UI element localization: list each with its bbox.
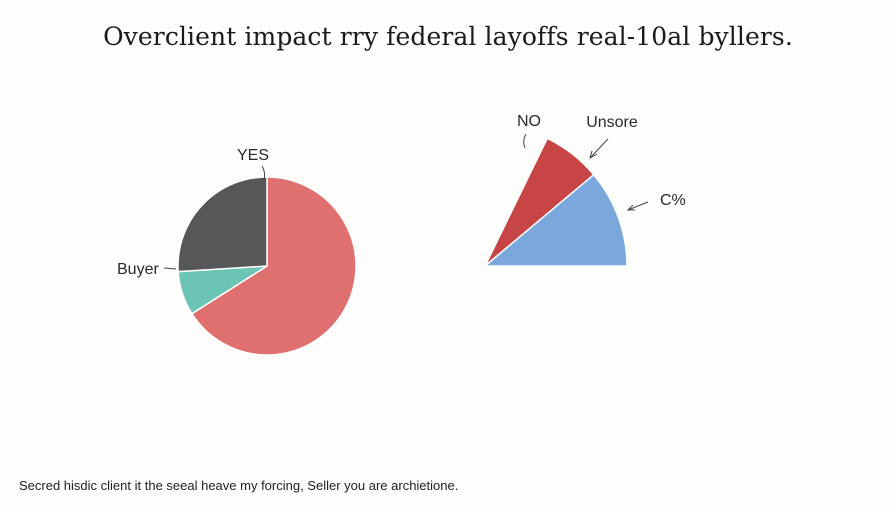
left-pie-slice-yes	[190, 176, 357, 356]
leader-line-buyer	[163, 267, 177, 270]
pie-chart-left	[177, 176, 357, 356]
leader-line-no	[523, 133, 527, 149]
chart-title: Overclient impact rry federal layoffs re…	[103, 22, 793, 51]
leader-arrowhead-unsore	[589, 150, 598, 160]
leader-line-c-percent	[627, 201, 649, 211]
slice-label-unsore: Unsore	[586, 114, 638, 131]
pie-chart-right	[482, 137, 628, 267]
footnote: Secred hisdic client it the seeal heave …	[19, 478, 459, 493]
slice-label-yes: YES	[237, 147, 269, 164]
leader-arrowhead-c-percent	[626, 204, 635, 211]
right-pie-slice-c-	[482, 173, 628, 267]
slice-label-no: NO	[517, 113, 541, 130]
leader-line-yes	[261, 165, 266, 181]
leader-line-unsore	[589, 138, 609, 159]
pie-chart-left-labels: YES Buyer	[117, 147, 269, 278]
slice-label-c-percent: C%	[660, 192, 686, 209]
pie-chart-right-labels: NO Unsore C%	[517, 113, 686, 211]
slice-label-buyer: Buyer	[117, 261, 159, 278]
left-pie-slice-unlabeled-2	[177, 176, 268, 273]
